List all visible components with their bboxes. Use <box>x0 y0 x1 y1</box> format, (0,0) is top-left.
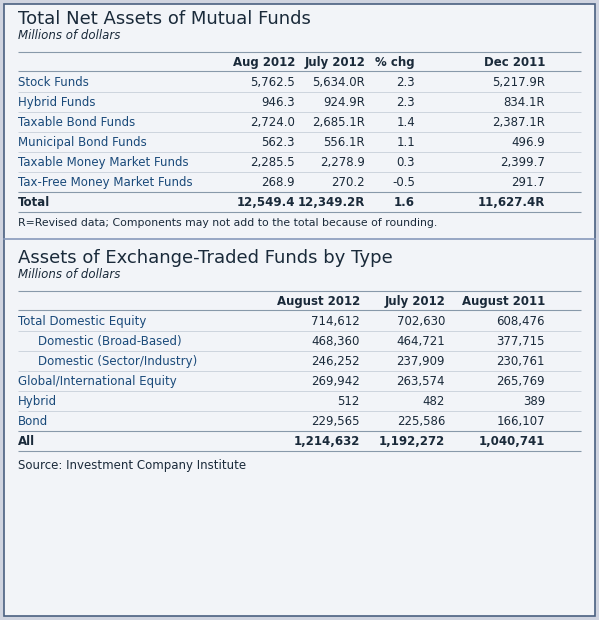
Text: Aug 2012: Aug 2012 <box>232 56 295 69</box>
Text: 702,630: 702,630 <box>397 315 445 328</box>
Text: Millions of dollars: Millions of dollars <box>18 29 120 42</box>
Text: Stock Funds: Stock Funds <box>18 76 89 89</box>
Text: Hybrid: Hybrid <box>18 395 57 408</box>
Text: Total: Total <box>18 196 50 209</box>
Text: 0.3: 0.3 <box>397 156 415 169</box>
Text: 834.1R: 834.1R <box>503 96 545 109</box>
Text: August 2012: August 2012 <box>277 295 360 308</box>
Text: 496.9: 496.9 <box>512 136 545 149</box>
Text: 5,217.9R: 5,217.9R <box>492 76 545 89</box>
Text: Millions of dollars: Millions of dollars <box>18 268 120 281</box>
Text: Dec 2011: Dec 2011 <box>483 56 545 69</box>
Text: Taxable Money Market Funds: Taxable Money Market Funds <box>18 156 189 169</box>
Text: 237,909: 237,909 <box>397 355 445 368</box>
Text: Taxable Bond Funds: Taxable Bond Funds <box>18 116 135 129</box>
Text: 482: 482 <box>423 395 445 408</box>
Text: 714,612: 714,612 <box>311 315 360 328</box>
Text: 225,586: 225,586 <box>397 415 445 428</box>
Text: 268.9: 268.9 <box>261 176 295 189</box>
Text: 229,565: 229,565 <box>311 415 360 428</box>
Text: 608,476: 608,476 <box>497 315 545 328</box>
Text: 2,278.9: 2,278.9 <box>320 156 365 169</box>
Text: Bond: Bond <box>18 415 49 428</box>
Text: Domestic (Sector/Industry): Domestic (Sector/Industry) <box>38 355 197 368</box>
Text: 2,285.5: 2,285.5 <box>250 156 295 169</box>
Text: 1,192,272: 1,192,272 <box>379 435 445 448</box>
Text: 924.9R: 924.9R <box>323 96 365 109</box>
Text: 1,214,632: 1,214,632 <box>294 435 360 448</box>
Text: 265,769: 265,769 <box>497 375 545 388</box>
Text: Total Domestic Equity: Total Domestic Equity <box>18 315 146 328</box>
Text: 269,942: 269,942 <box>311 375 360 388</box>
Text: 230,761: 230,761 <box>497 355 545 368</box>
Text: 270.2: 270.2 <box>331 176 365 189</box>
Text: 12,349.2R: 12,349.2R <box>298 196 365 209</box>
Text: 377,715: 377,715 <box>497 335 545 348</box>
Text: 464,721: 464,721 <box>397 335 445 348</box>
Text: 1.4: 1.4 <box>397 116 415 129</box>
Text: July 2012: July 2012 <box>304 56 365 69</box>
Text: Assets of Exchange-Traded Funds by Type: Assets of Exchange-Traded Funds by Type <box>18 249 393 267</box>
Text: 556.1R: 556.1R <box>323 136 365 149</box>
Text: August 2011: August 2011 <box>462 295 545 308</box>
Text: 12,549.4: 12,549.4 <box>237 196 295 209</box>
FancyBboxPatch shape <box>4 4 595 616</box>
Text: 1,040,741: 1,040,741 <box>479 435 545 448</box>
Text: Hybrid Funds: Hybrid Funds <box>18 96 95 109</box>
Text: 2.3: 2.3 <box>397 76 415 89</box>
Text: 291.7: 291.7 <box>512 176 545 189</box>
Text: R=Revised data; Components may not add to the total because of rounding.: R=Revised data; Components may not add t… <box>18 218 437 228</box>
Text: All: All <box>18 435 35 448</box>
Text: 468,360: 468,360 <box>311 335 360 348</box>
Text: 2.3: 2.3 <box>397 96 415 109</box>
Text: 1.6: 1.6 <box>394 196 415 209</box>
Text: Total Net Assets of Mutual Funds: Total Net Assets of Mutual Funds <box>18 10 311 28</box>
Text: 11,627.4R: 11,627.4R <box>477 196 545 209</box>
Text: 5,634.0R: 5,634.0R <box>312 76 365 89</box>
Text: 2,399.7: 2,399.7 <box>500 156 545 169</box>
Text: -0.5: -0.5 <box>392 176 415 189</box>
Text: Global/International Equity: Global/International Equity <box>18 375 177 388</box>
Text: Domestic (Broad-Based): Domestic (Broad-Based) <box>38 335 181 348</box>
Text: 389: 389 <box>523 395 545 408</box>
Text: 562.3: 562.3 <box>262 136 295 149</box>
Text: 263,574: 263,574 <box>397 375 445 388</box>
Text: % chg: % chg <box>376 56 415 69</box>
Text: 2,724.0: 2,724.0 <box>250 116 295 129</box>
Text: Source: Investment Company Institute: Source: Investment Company Institute <box>18 459 246 472</box>
Text: 166,107: 166,107 <box>497 415 545 428</box>
Text: July 2012: July 2012 <box>384 295 445 308</box>
Text: 5,762.5: 5,762.5 <box>250 76 295 89</box>
Text: 1.1: 1.1 <box>397 136 415 149</box>
Text: Municipal Bond Funds: Municipal Bond Funds <box>18 136 147 149</box>
Text: 2,387.1R: 2,387.1R <box>492 116 545 129</box>
Text: Tax-Free Money Market Funds: Tax-Free Money Market Funds <box>18 176 193 189</box>
Text: 2,685.1R: 2,685.1R <box>312 116 365 129</box>
Text: 946.3: 946.3 <box>261 96 295 109</box>
Text: 246,252: 246,252 <box>311 355 360 368</box>
Text: 512: 512 <box>338 395 360 408</box>
